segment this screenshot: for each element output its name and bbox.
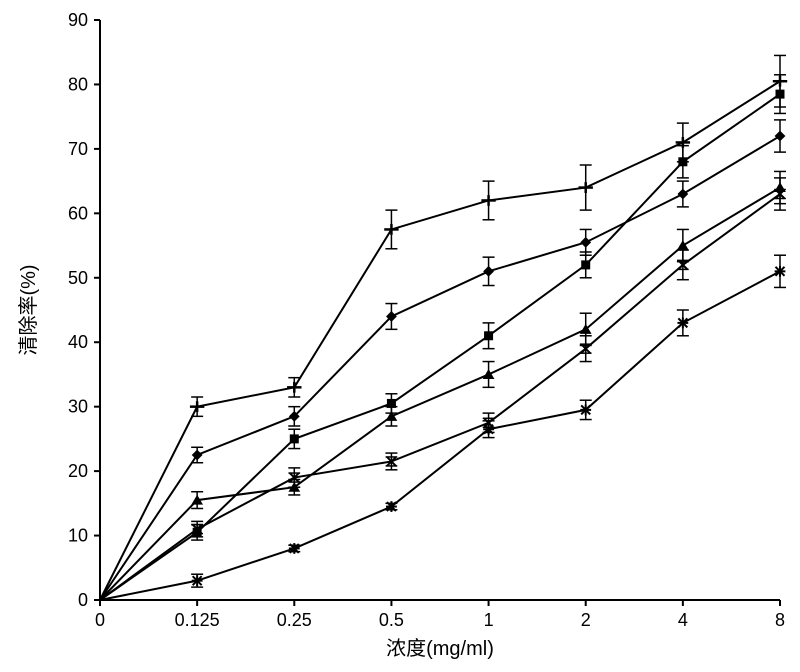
svg-text:50: 50 bbox=[68, 268, 88, 288]
svg-text:60: 60 bbox=[68, 203, 88, 223]
svg-text:30: 30 bbox=[68, 397, 88, 417]
svg-text:80: 80 bbox=[68, 74, 88, 94]
clearance-rate-chart: 0 10 20 30 40 50 60 70 80 90 0 0.125 0.25 0.5 1 2 4 8 浓度(m… bbox=[0, 0, 800, 672]
svg-text:0: 0 bbox=[78, 590, 88, 610]
svg-text:20: 20 bbox=[68, 461, 88, 481]
svg-text:1: 1 bbox=[484, 610, 494, 630]
svg-text:8: 8 bbox=[775, 610, 785, 630]
svg-text:70: 70 bbox=[68, 139, 88, 159]
svg-text:0.25: 0.25 bbox=[277, 610, 312, 630]
svg-text:40: 40 bbox=[68, 332, 88, 352]
svg-text:4: 4 bbox=[678, 610, 688, 630]
svg-text:90: 90 bbox=[68, 10, 88, 30]
svg-text:2: 2 bbox=[581, 610, 591, 630]
svg-text:10: 10 bbox=[68, 526, 88, 546]
svg-text:0.5: 0.5 bbox=[379, 610, 404, 630]
svg-text:清除率(%): 清除率(%) bbox=[17, 264, 40, 355]
svg-text:0.125: 0.125 bbox=[175, 610, 220, 630]
svg-text:0: 0 bbox=[95, 610, 105, 630]
svg-text:浓度(mg/ml): 浓度(mg/ml) bbox=[386, 637, 494, 660]
